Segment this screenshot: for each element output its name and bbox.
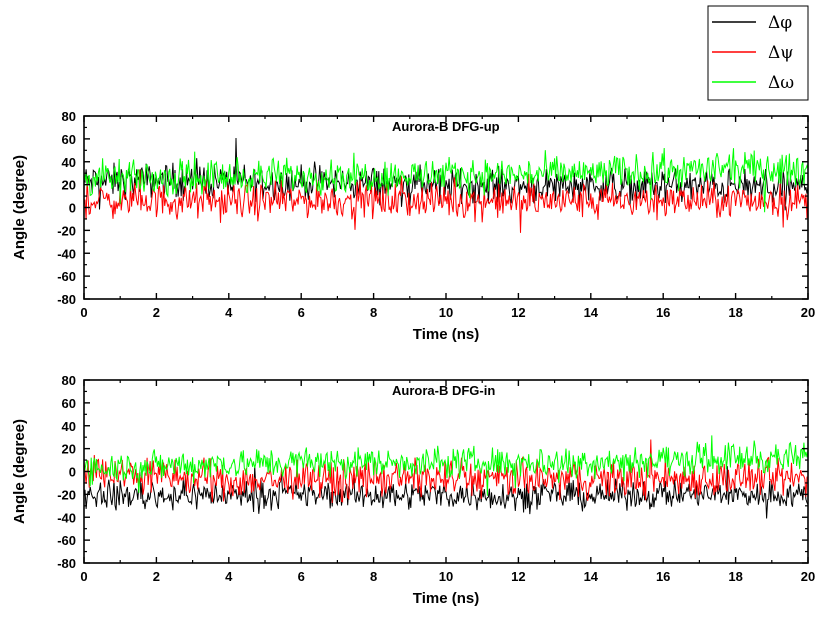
x-tick-label: 16 <box>656 569 670 584</box>
y-tick-label: 80 <box>62 109 76 124</box>
x-tick-label: 8 <box>370 569 377 584</box>
x-tick-label: 14 <box>584 305 599 320</box>
y-tick-label: 40 <box>62 419 76 434</box>
y-tick-label: 20 <box>62 178 76 193</box>
x-tick-label: 4 <box>225 305 233 320</box>
x-tick-label: 10 <box>439 569 453 584</box>
y-tick-label: 20 <box>62 442 76 457</box>
y-axis-title: Angle (degree) <box>11 155 28 260</box>
y-tick-label: 60 <box>62 132 76 147</box>
x-tick-label: 4 <box>225 569 233 584</box>
y-axis-title: Angle (degree) <box>11 419 28 524</box>
x-tick-label: 2 <box>153 305 160 320</box>
y-tick-label: -40 <box>57 510 76 525</box>
y-tick-label: -80 <box>57 556 76 571</box>
x-axis-title: Time (ns) <box>413 326 479 343</box>
series-trace-delta-omega <box>84 435 808 496</box>
x-tick-label: 10 <box>439 305 453 320</box>
x-tick-label: 0 <box>80 569 87 584</box>
x-tick-label: 18 <box>728 305 742 320</box>
chart-panels: 0 2 4 6 8 10 12 14 16 18 20-80-60-40-20020406080Au… <box>11 109 815 607</box>
y-tick-label: 40 <box>62 155 76 170</box>
x-tick-label: 12 <box>511 305 525 320</box>
plot-frame <box>83 115 809 300</box>
x-tick-label: 0 <box>80 305 87 320</box>
x-axis-title: Time (ns) <box>413 590 479 607</box>
x-tick-label: 20 <box>801 305 815 320</box>
y-tick-label: -60 <box>57 269 76 284</box>
y-tick-label: 80 <box>62 373 76 388</box>
y-tick-label: 0 <box>69 465 76 480</box>
y-tick-label: 0 <box>69 201 76 216</box>
y-tick-label: 60 <box>62 396 76 411</box>
x-tick-label: 16 <box>656 305 670 320</box>
y-tick-label: -40 <box>57 246 76 261</box>
y-tick-label: -20 <box>57 487 76 502</box>
series-trace-delta-psi <box>84 169 808 233</box>
panel-title: Aurora-B DFG-up <box>392 119 500 134</box>
panel-title: Aurora-B DFG-in <box>392 383 495 398</box>
y-tick-label: -60 <box>57 533 76 548</box>
x-tick-label: 8 <box>370 305 377 320</box>
x-tick-label: 6 <box>298 305 305 320</box>
x-tick-label: 14 <box>584 569 599 584</box>
x-tick-label: 18 <box>728 569 742 584</box>
x-tick-label: 12 <box>511 569 525 584</box>
x-tick-label: 2 <box>153 569 160 584</box>
legend: Δφ Δψ Δω <box>707 5 809 101</box>
x-tick-label: 20 <box>801 569 815 584</box>
legend-label: Δω <box>768 73 794 93</box>
x-tick-label: 6 <box>298 569 305 584</box>
legend-label: Δψ <box>768 43 794 63</box>
legend-label: Δφ <box>768 13 792 33</box>
series-trace-delta-omega <box>84 147 808 213</box>
chart-panel: 0 2 4 6 8 10 12 14 16 18 20 -80 -60 -40 -20 0 20 40 60 80 Au… <box>11 373 815 607</box>
chart-panel: 0 2 4 6 8 10 12 14 16 18 20 -80 -60 -40 -20 0 20 40 60 80 Au… <box>11 109 815 343</box>
y-tick-label: -20 <box>57 223 76 238</box>
y-tick-label: -80 <box>57 292 76 307</box>
